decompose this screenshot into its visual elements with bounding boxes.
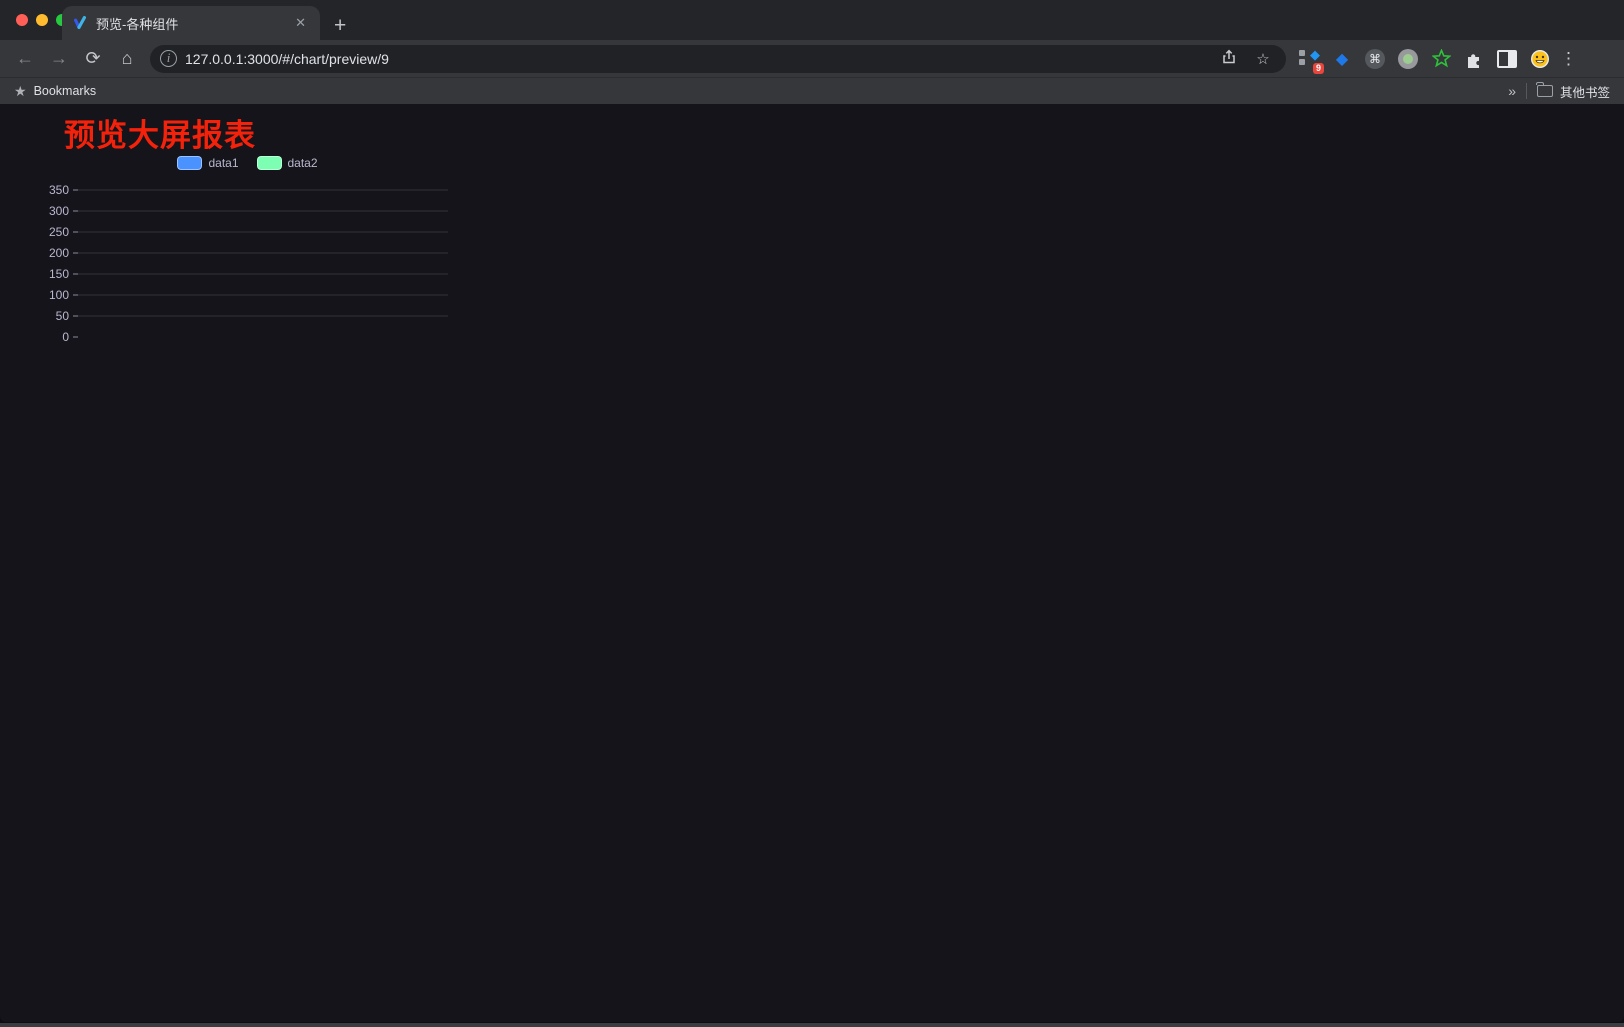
extension-command-icon[interactable]: ⌘ <box>1362 46 1388 72</box>
svg-text:150: 150 <box>49 267 69 281</box>
bookmarks-bar: ★ Bookmarks » 其他书签 <box>0 77 1624 104</box>
bookmark-star-icon[interactable]: ☆ <box>1256 50 1270 68</box>
minimize-window-button[interactable] <box>36 14 48 26</box>
page-title: 预览大屏报表 <box>64 118 256 153</box>
new-tab-button[interactable]: + <box>334 14 347 37</box>
svg-text:50: 50 <box>56 309 70 323</box>
back-icon[interactable]: ← <box>16 48 34 68</box>
svg-text:100: 100 <box>49 288 69 302</box>
extension-grid-icon[interactable]: ◆ 9 <box>1296 46 1324 74</box>
emoji-extension-icon[interactable] <box>1527 46 1553 72</box>
tab-close-icon[interactable]: ✕ <box>295 15 306 30</box>
legend-item[interactable]: data2 <box>256 156 318 170</box>
browser-toolbar: ← → ⟳ ⌂ i 127.0.0.1:3000/#/chart/preview… <box>0 40 1624 77</box>
extension-green-star-icon[interactable] <box>1428 46 1454 72</box>
svg-text:0: 0 <box>62 330 69 344</box>
extension-record-icon[interactable] <box>1395 46 1421 72</box>
svg-text:300: 300 <box>49 204 69 218</box>
tab-title: 预览-各种组件 <box>96 16 179 32</box>
close-window-button[interactable] <box>16 14 28 26</box>
favicon-icon <box>73 15 86 29</box>
traffic-lights <box>16 14 68 26</box>
folder-icon <box>1536 81 1553 97</box>
bookmarks-root[interactable]: ★ Bookmarks <box>14 83 96 100</box>
split-view-icon[interactable] <box>1494 46 1520 72</box>
url-text[interactable]: 127.0.0.1:3000/#/chart/preview/9 <box>185 50 389 67</box>
bookmarks-overflow-chevron[interactable]: » <box>1508 83 1516 99</box>
extension-puzzle-icon[interactable] <box>1461 46 1487 72</box>
svg-text:350: 350 <box>49 183 69 197</box>
bookmarks-label: Bookmarks <box>33 84 97 98</box>
svg-text:250: 250 <box>49 225 69 239</box>
legend-item[interactable]: data1 <box>177 156 239 170</box>
window-bottom-edge <box>0 1023 1624 1027</box>
star-icon: ★ <box>14 82 27 99</box>
home-icon[interactable]: ⌂ <box>121 48 133 68</box>
forward-icon[interactable]: → <box>50 48 68 68</box>
extension-gem-icon[interactable]: ◆ <box>1335 50 1349 68</box>
browser-tab[interactable]: 预览-各种组件 ✕ <box>62 6 320 40</box>
extension-badge: 9 <box>1312 62 1324 74</box>
tab-strip: 预览-各种组件 ✕ + <box>0 0 1624 40</box>
svg-text:200: 200 <box>49 246 69 260</box>
reload-icon[interactable]: ⟳ <box>85 48 101 68</box>
other-bookmarks[interactable]: 其他书签 <box>1536 81 1610 101</box>
site-info-icon[interactable]: i <box>160 50 177 67</box>
address-bar[interactable]: i 127.0.0.1:3000/#/chart/preview/9 ☆ <box>150 44 1286 73</box>
extensions-row: ◆ 9 ◆ ⌘ ⋮ <box>1296 46 1577 74</box>
bookmarks-divider <box>1525 83 1527 99</box>
share-icon[interactable] <box>1216 49 1242 69</box>
chart-legend: data1 data2 <box>30 156 465 170</box>
menu-dots-icon[interactable]: ⋮ <box>1560 48 1577 68</box>
page-content: 预览大屏报表 data1 data2 0 50 100 150 200 250 300 350 <box>0 104 1624 1022</box>
chart-grouped-bar[interactable]: data1 data2 0 50 100 150 200 250 300 350 <box>30 148 465 376</box>
